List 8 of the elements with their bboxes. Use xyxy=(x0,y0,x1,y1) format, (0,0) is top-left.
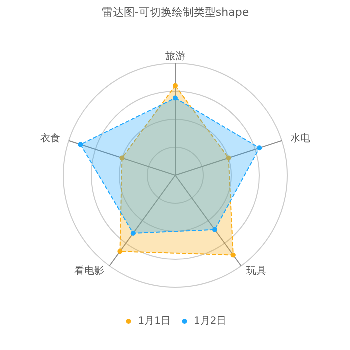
spoke-label: 旅游 xyxy=(166,50,186,62)
spoke-label: 水电 xyxy=(290,132,311,144)
spoke-label: 看电影 xyxy=(74,265,104,278)
legend-label: 1月2日 xyxy=(194,315,227,328)
legend-label: 1月1日 xyxy=(138,315,171,328)
chart-title: 雷达图-可切换绘制类型shape xyxy=(102,6,250,19)
spoke-label: 衣食 xyxy=(40,132,60,144)
spoke-label: 玩具 xyxy=(246,266,267,278)
